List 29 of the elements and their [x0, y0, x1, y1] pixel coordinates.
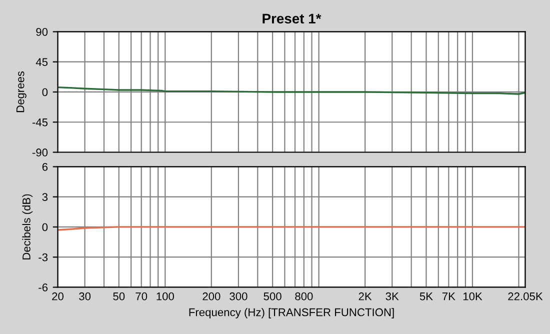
y-tick-label: 45	[36, 58, 48, 66]
y-tick-label: 90	[36, 28, 48, 36]
x-tick-label: 22.05K	[508, 292, 543, 300]
y-tick-label: 0	[42, 88, 48, 96]
x-tick-label: 20	[52, 292, 64, 300]
x-tick-label: 5K	[420, 292, 433, 300]
x-axis-title: Frequency (Hz) [TRANSFER FUNCTION]	[189, 308, 394, 318]
x-tick-label: 500	[264, 292, 282, 300]
y-tick-label: -45	[32, 118, 48, 126]
x-tick-label: 3K	[386, 292, 399, 300]
x-tick-label: 70	[136, 292, 148, 300]
y-tick-label: -3	[38, 253, 48, 262]
y-tick-label: -90	[32, 148, 48, 156]
x-tick-label: 300	[230, 292, 248, 300]
x-tick-label: 800	[295, 292, 313, 300]
y-tick-label: 6	[42, 162, 48, 171]
x-tick-label: 2K	[358, 292, 372, 300]
x-tick-label: 200	[202, 292, 220, 300]
y-axis-title: Degrees	[16, 71, 26, 112]
y-axis-title: Decibels (dB)	[22, 194, 33, 260]
x-tick-label: 50	[113, 292, 125, 300]
y-tick-label: 3	[42, 193, 48, 201]
x-tick-label: 10K	[463, 292, 482, 300]
chart-title: Preset 1*	[262, 14, 322, 24]
y-tick-label: 0	[42, 223, 48, 232]
y-tick-label: -6	[38, 284, 48, 292]
x-tick-label: 30	[79, 292, 91, 300]
x-tick-label: 100	[156, 292, 174, 300]
x-tick-label: 7K	[442, 292, 456, 300]
